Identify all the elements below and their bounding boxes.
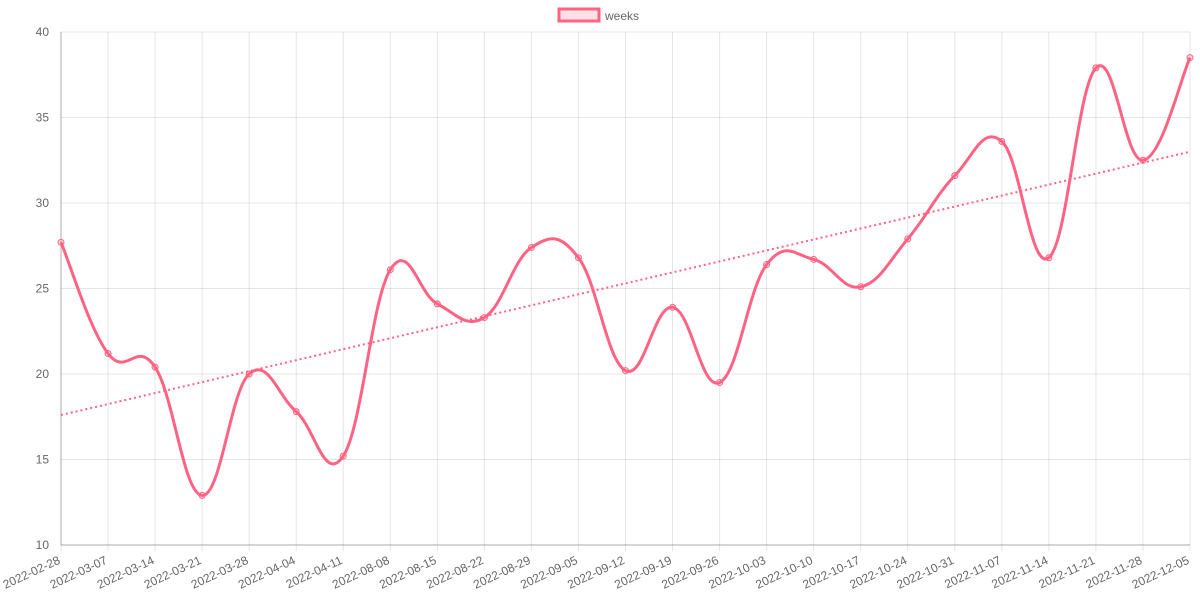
- trendline-layer: [60, 150, 1191, 417]
- data-point[interactable]: [245, 370, 253, 378]
- y-tick-label: 15: [36, 453, 50, 467]
- data-point[interactable]: [1139, 156, 1147, 164]
- data-point[interactable]: [527, 243, 535, 251]
- data-point[interactable]: [1186, 54, 1194, 62]
- y-tick-label: 35: [36, 111, 50, 125]
- y-tick-label: 40: [36, 25, 50, 39]
- data-point[interactable]: [198, 491, 206, 499]
- y-tick-label: 30: [36, 196, 50, 210]
- series-layer: [57, 54, 1194, 499]
- legend[interactable]: weeks: [557, 7, 639, 23]
- data-point[interactable]: [574, 254, 582, 262]
- data-point[interactable]: [716, 379, 724, 387]
- data-point[interactable]: [857, 283, 865, 291]
- data-point[interactable]: [57, 238, 65, 246]
- data-point[interactable]: [433, 300, 441, 308]
- y-tick-label: 25: [36, 282, 50, 296]
- data-point[interactable]: [1092, 64, 1100, 72]
- data-point[interactable]: [339, 452, 347, 460]
- data-point[interactable]: [998, 137, 1006, 145]
- series-line: [59, 57, 1192, 497]
- data-point[interactable]: [951, 172, 959, 180]
- data-point[interactable]: [763, 261, 771, 269]
- grid-lines: [60, 31, 1191, 551]
- data-point[interactable]: [151, 363, 159, 371]
- trendline: [60, 150, 1191, 417]
- data-point[interactable]: [904, 235, 912, 243]
- data-point[interactable]: [292, 408, 300, 416]
- data-point[interactable]: [810, 255, 818, 263]
- data-point[interactable]: [104, 349, 112, 357]
- axes: 101520253035402022-02-282022-03-072022-0…: [1, 25, 1192, 592]
- legend-swatch[interactable]: [557, 7, 601, 23]
- data-point[interactable]: [386, 266, 394, 274]
- data-point[interactable]: [1045, 254, 1053, 262]
- y-tick-label: 20: [36, 367, 50, 381]
- data-point[interactable]: [480, 314, 488, 322]
- data-point[interactable]: [669, 303, 677, 311]
- legend-label[interactable]: weeks: [604, 9, 639, 23]
- y-tick-label: 10: [36, 538, 50, 552]
- data-point[interactable]: [622, 367, 629, 375]
